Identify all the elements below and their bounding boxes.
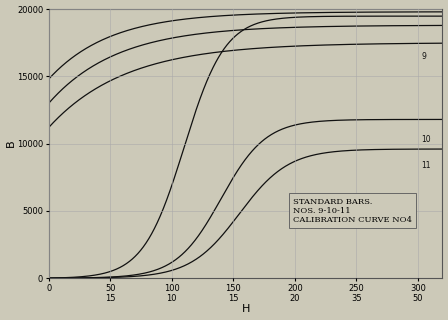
Text: 9: 9 <box>422 52 426 60</box>
Text: 11: 11 <box>422 161 431 170</box>
Y-axis label: B: B <box>5 140 16 148</box>
Text: 10: 10 <box>422 135 431 144</box>
Text: STANDARD BARS.
NOS. 9-10-11
CALIBRATION CURVE NO4: STANDARD BARS. NOS. 9-10-11 CALIBRATION … <box>293 198 412 224</box>
X-axis label: H: H <box>241 304 250 315</box>
